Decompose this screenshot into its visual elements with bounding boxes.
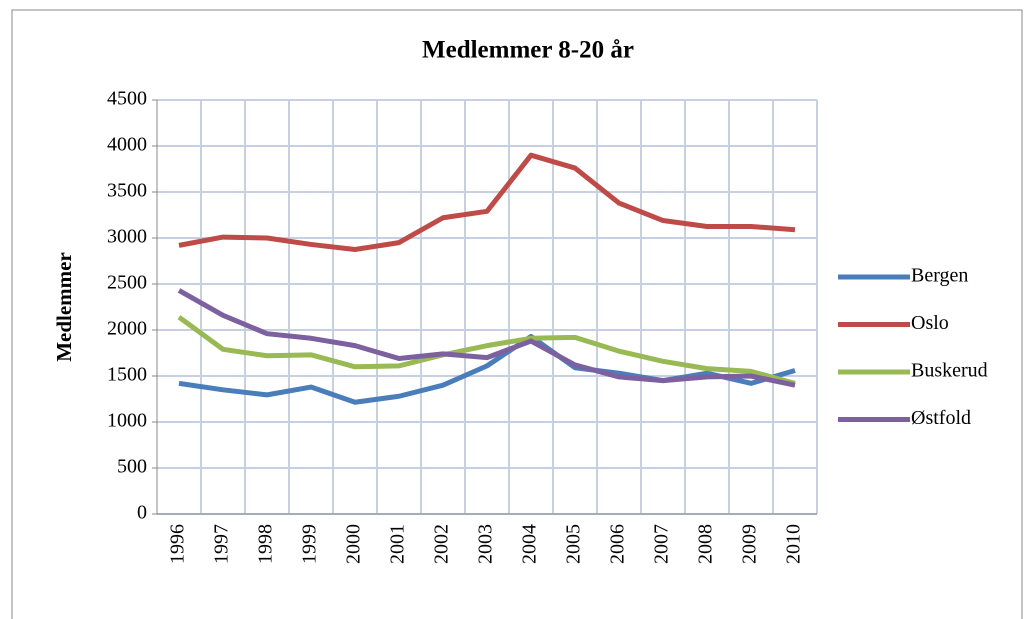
y-tick-label: 500 (117, 456, 147, 478)
line-series (177, 315, 796, 386)
x-tick-label: 2006 (607, 524, 629, 564)
x-tick-label: 2008 (695, 524, 717, 564)
x-tick-label: 2004 (519, 524, 541, 564)
chart-frame (11, 9, 1023, 619)
x-tick-label: 2001 (387, 524, 409, 564)
y-tick-label: 4500 (107, 88, 147, 110)
x-tick-label: 2000 (343, 524, 365, 564)
y-tick-label: 0 (137, 502, 147, 524)
y-tick-label: 3500 (107, 180, 147, 202)
legend-label: Buskerud (911, 360, 988, 382)
legend-label: Bergen (911, 265, 968, 287)
y-tick-label: 2500 (107, 272, 147, 294)
y-axis-label: Medlemmer (52, 252, 76, 362)
line-series (177, 288, 796, 388)
legend-label: Østfold (911, 407, 971, 429)
line-series (178, 152, 796, 252)
x-tick-label: 2005 (563, 524, 585, 564)
y-tick-label: 4000 (107, 134, 147, 156)
y-tick-label: 3000 (107, 226, 147, 248)
x-tick-label: 1999 (299, 524, 321, 564)
x-tick-label: 1997 (211, 524, 233, 564)
x-tick-label: 1998 (255, 524, 277, 564)
x-tick-label: 2009 (739, 524, 761, 564)
x-tick-label: 2002 (431, 524, 453, 564)
x-tick-label: 2007 (651, 524, 673, 564)
x-tick-label: 1996 (167, 524, 189, 564)
y-tick-label: 1000 (107, 410, 147, 432)
x-tick-label: 2010 (783, 524, 805, 564)
y-tick-label: 1500 (107, 364, 147, 386)
x-tick-label: 2003 (475, 524, 497, 564)
chart-title: Medlemmer 8-20 år (422, 37, 634, 64)
legend-label: Oslo (911, 312, 949, 334)
y-tick-label: 2000 (107, 318, 147, 340)
